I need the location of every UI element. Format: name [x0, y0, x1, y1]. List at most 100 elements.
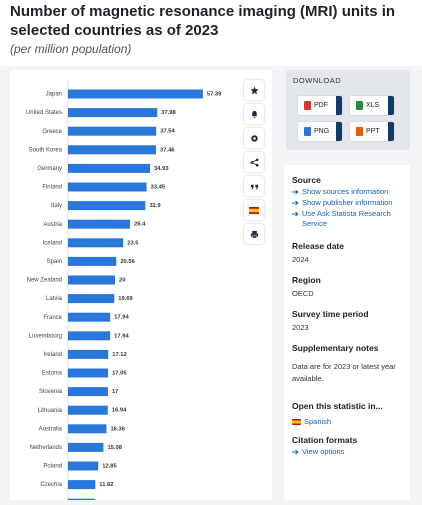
value-label: 17.94	[114, 333, 129, 339]
bar	[68, 480, 96, 490]
bar	[68, 331, 111, 341]
bar	[68, 349, 109, 359]
y-tick-label: Italy	[51, 203, 62, 209]
detail-value: Data are for 2023 or latest year availab…	[292, 362, 396, 383]
y-tick-label: Spain	[47, 259, 62, 265]
open-in-heading: Open this statistic in...	[292, 401, 383, 411]
cite-button[interactable]	[244, 176, 264, 196]
y-tick-label: Czechia	[40, 482, 62, 488]
y-tick-label: New Zealand	[27, 278, 62, 284]
detail-label: Survey time period	[292, 309, 369, 319]
share-button[interactable]	[244, 152, 264, 172]
value-label: 37.98	[161, 110, 176, 116]
y-tick-label: Finland	[42, 185, 62, 191]
value-label: 16.94	[112, 408, 127, 414]
bar	[68, 405, 108, 415]
source-heading: Source	[292, 175, 321, 185]
format-label: PPT	[366, 128, 380, 135]
y-tick-label: Poland	[43, 464, 62, 470]
format-label: PDF	[314, 102, 328, 109]
settings-button[interactable]	[244, 128, 264, 148]
value-label: 33.45	[151, 185, 166, 191]
bar	[68, 182, 147, 192]
value-label: 37.54	[160, 129, 175, 135]
format-label: XLS	[366, 102, 380, 109]
bar	[68, 163, 151, 173]
bar	[68, 108, 158, 118]
y-tick-label: Germany	[37, 166, 62, 172]
value-label: 12.85	[102, 464, 117, 470]
download-button[interactable]: PNG	[298, 122, 342, 141]
y-tick-label: Iceland	[43, 240, 62, 246]
value-label: 16.36	[110, 426, 125, 432]
source-link[interactable]: Use Ask Statista Research Service	[292, 209, 402, 229]
bar	[68, 442, 104, 452]
language-button[interactable]	[244, 200, 264, 220]
source-link[interactable]: Show sources information	[292, 187, 402, 197]
value-label: 26.4	[134, 222, 146, 228]
source-link[interactable]: Show publisher information	[292, 198, 402, 208]
value-label: 17.94	[114, 315, 129, 321]
value-label: 57.39	[207, 92, 222, 98]
bar	[68, 387, 108, 397]
download-heading: DOWNLOAD	[293, 76, 342, 85]
value-label: 17.12	[112, 352, 127, 358]
y-tick-label: Netherlands	[30, 445, 62, 451]
download-button[interactable]: PDF	[298, 96, 342, 115]
link-text: Show publisher information	[302, 198, 393, 207]
value-label: 19.69	[118, 296, 133, 302]
bar	[68, 201, 146, 211]
notification-button[interactable]	[244, 104, 264, 124]
detail-value: OECD	[292, 289, 314, 298]
details-panel: Source Show sources information Show pub…	[284, 165, 410, 500]
value-label: 15.08	[107, 445, 122, 451]
bar	[68, 219, 131, 229]
chart-panel: Japan 57.39 United States 37.98 Greece 37.54 S…	[10, 70, 272, 505]
detail-value: 2023	[292, 323, 309, 332]
y-tick-label: Luxembourg	[29, 333, 62, 339]
favorite-button[interactable]	[244, 80, 264, 100]
link-text: View options	[302, 447, 345, 456]
link-text: Show sources information	[302, 187, 389, 196]
y-tick-label: South Korea	[29, 147, 63, 153]
bar	[68, 312, 111, 322]
value-label: 17	[112, 389, 118, 395]
citation-heading: Citation formats	[292, 435, 358, 445]
value-label: 11.62	[99, 482, 113, 488]
y-tick-label: Austria	[43, 222, 62, 228]
citation-link[interactable]: View options	[292, 447, 402, 457]
chart-title: Number of magnetic resonance imaging (MR…	[10, 3, 396, 39]
header: Number of magnetic resonance imaging (MR…	[0, 0, 422, 66]
y-tick-label: Slovenia	[39, 389, 63, 395]
bar	[68, 89, 203, 99]
y-tick-label: Australia	[39, 426, 63, 432]
chart: Japan 57.39 United States 37.98 Greece 37.54 S…	[26, 80, 222, 505]
value-label: 32.9	[149, 203, 161, 209]
y-tick-label: Latvia	[46, 296, 63, 302]
value-label: 17.05	[112, 371, 127, 377]
y-tick-label: Japan	[46, 92, 62, 98]
y-tick-label: United States	[26, 110, 62, 116]
bar	[68, 256, 117, 266]
print-button[interactable]	[244, 224, 264, 244]
detail-label: Release date	[292, 241, 344, 251]
value-label: 20.56	[120, 259, 135, 265]
download-button[interactable]: XLS	[350, 96, 394, 115]
download-panel: DOWNLOAD PDF XLS PNG PPT	[286, 70, 410, 150]
detail-value: 2024	[292, 255, 309, 264]
y-tick-label: Lithuania	[38, 408, 63, 414]
bar	[68, 424, 107, 434]
download-button[interactable]: PPT	[350, 122, 394, 141]
y-tick-label: France	[43, 315, 62, 321]
bar	[68, 461, 99, 471]
language-link[interactable]: Spanish	[292, 417, 402, 427]
value-label: 20	[119, 278, 125, 284]
bar	[68, 368, 109, 378]
link-text: Use Ask Statista Research Service	[302, 209, 391, 228]
value-label: 34.93	[154, 166, 169, 172]
link-text: Spanish	[304, 417, 332, 426]
detail-label: Supplementary notes	[292, 343, 379, 353]
bar	[68, 275, 115, 285]
bar	[68, 294, 115, 304]
